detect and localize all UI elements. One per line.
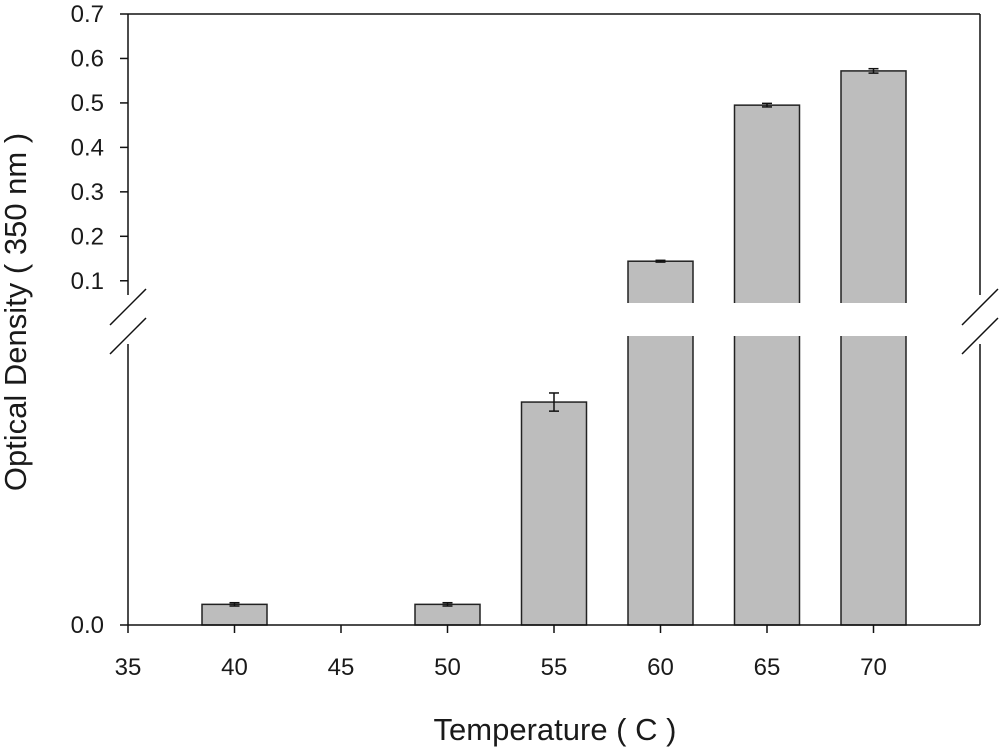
x-axis-title: Temperature ( C ) [434, 712, 677, 747]
break-band [108, 303, 1000, 336]
y-tick-label-0.5: 0.5 [71, 90, 104, 117]
x-tick-label-45: 45 [328, 654, 355, 681]
y-tick-label-0.4: 0.4 [71, 134, 104, 161]
ticks-layer: 0.1 0.2 0.3 0.4 0.5 0.6 0.7 0.0 35 40 45 50 55 60 65 70 [71, 1, 887, 681]
y-tick-label-0.7: 0.7 [71, 1, 104, 28]
left-break-mark-lower [109, 317, 147, 355]
y-tick-label-0.3: 0.3 [71, 179, 104, 206]
x-tick-label-55: 55 [541, 654, 568, 681]
x-tick-label-50: 50 [434, 654, 461, 681]
right-break-mark-lower [961, 317, 999, 355]
x-tick-label-60: 60 [647, 654, 674, 681]
bar-50 [414, 603, 481, 626]
bar-70 [840, 70, 907, 626]
bar-65 [733, 104, 801, 626]
y-tick-label-0.0: 0.0 [71, 612, 104, 639]
y-tick-label-0.1: 0.1 [71, 268, 104, 295]
x-tick-label-35: 35 [115, 654, 142, 681]
plot-frame [109, 13, 999, 626]
bars-layer [201, 70, 907, 626]
bar-40 [201, 603, 268, 626]
axis-break-gap [108, 303, 1000, 336]
x-tick-label-40: 40 [221, 654, 248, 681]
y-tick-label-0.6: 0.6 [71, 45, 104, 72]
bar-55 [520, 401, 588, 626]
x-tick-label-65: 65 [754, 654, 781, 681]
y-axis-title: Optical Density ( 350 nm ) [0, 133, 33, 491]
left-break-mark-upper [109, 288, 147, 326]
error-bars-layer [229, 67, 879, 607]
right-break-mark-upper [961, 288, 999, 326]
y-tick-label-0.2: 0.2 [71, 223, 104, 250]
x-tick-label-70: 70 [860, 654, 887, 681]
